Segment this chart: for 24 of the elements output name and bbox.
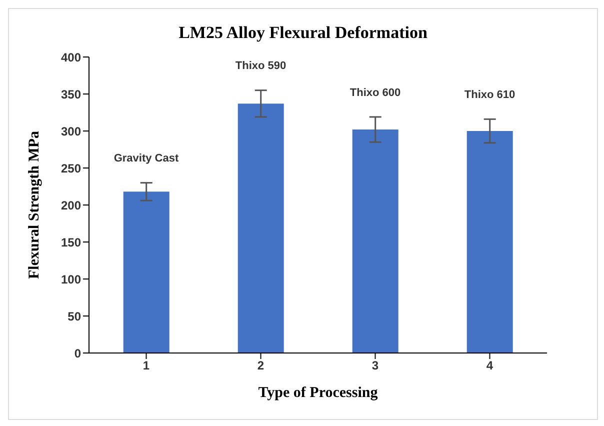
y-tick-label: 50: [68, 309, 82, 324]
y-tick-label: 250: [60, 161, 82, 176]
annotation: Thixo 610: [464, 89, 516, 102]
y-axis-title: Flexural Strength MPa: [26, 130, 42, 280]
bar: [352, 130, 398, 353]
annotation: Thixo 600: [350, 86, 401, 99]
chart-title: LM25 Alloy Flexural Deformation: [178, 23, 428, 44]
x-axis-title: Type of Processing: [258, 385, 378, 401]
y-tick-label: 350: [60, 87, 82, 102]
bar: [123, 192, 170, 353]
x-tick-label: 3: [372, 358, 379, 373]
y-tick-label: 100: [60, 272, 82, 286]
bar: [238, 104, 284, 353]
y-tick-label: 400: [60, 50, 82, 64]
y-tick-label: 0: [74, 346, 82, 360]
x-tick-label: 1: [142, 358, 150, 373]
annotation: Thixo 590: [235, 60, 286, 72]
y-tick-label: 200: [60, 198, 82, 212]
y-tick-label: 150: [60, 235, 82, 250]
annotation: Gravity Cast: [114, 152, 179, 165]
x-tick-label: 4: [486, 358, 494, 373]
bar: [466, 131, 513, 353]
x-tick-label: 2: [257, 358, 264, 373]
y-tick-label: 300: [60, 124, 82, 138]
